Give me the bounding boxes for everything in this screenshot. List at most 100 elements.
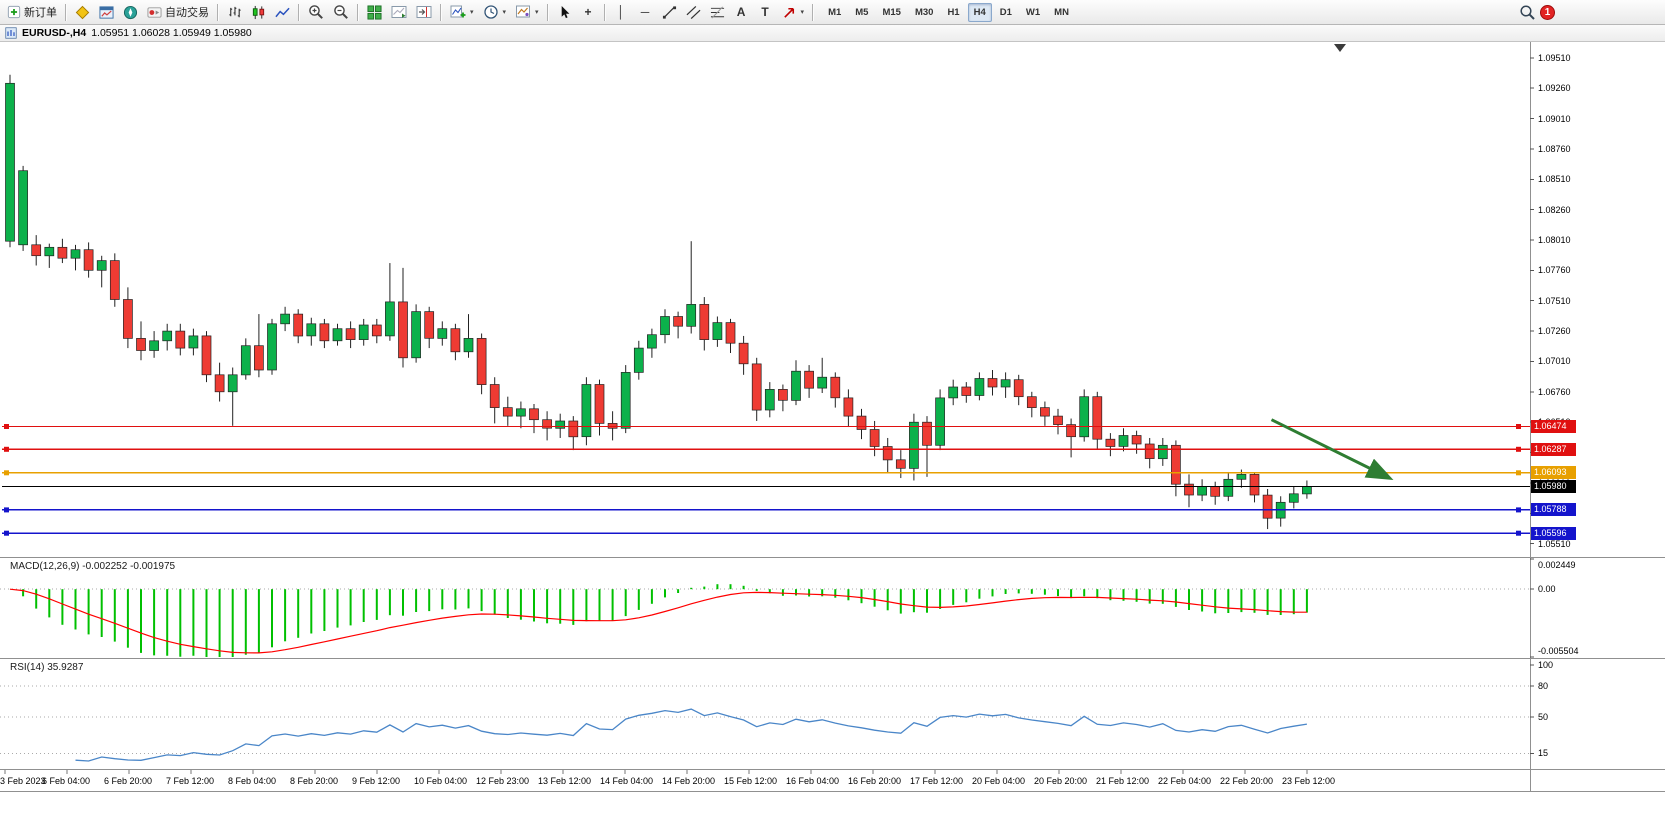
auto-scroll-icon: [391, 6, 407, 18]
timeframe-button-m5[interactable]: M5: [855, 6, 869, 18]
crosshair-icon: +: [584, 5, 592, 19]
price-axis-label: 1.08760: [1538, 143, 1571, 154]
zoom-in-button[interactable]: [304, 2, 328, 23]
line-handle[interactable]: [4, 446, 9, 452]
timeframe-button-m1[interactable]: M1: [828, 6, 842, 18]
chart-shift-marker[interactable]: [1334, 44, 1346, 52]
toolbar-separator: [440, 3, 442, 21]
time-axis-label: 13 Feb 12:00: [538, 776, 592, 786]
price-tag: 1.05980: [1531, 480, 1576, 494]
auto-trading-button[interactable]: 自动交易: [143, 2, 213, 23]
line-handle[interactable]: [1516, 470, 1521, 476]
timeframe-button-mn[interactable]: MN: [1054, 6, 1069, 18]
timeframe-button-d1[interactable]: D1: [999, 6, 1012, 18]
time-axis-label: 10 Feb 04:00: [414, 776, 468, 786]
timeframe-button-m15[interactable]: M15: [882, 6, 901, 18]
chart-shift-icon: [416, 6, 432, 18]
clock-icon: [483, 5, 498, 19]
trendline-button[interactable]: [658, 2, 681, 23]
line-handle[interactable]: [1516, 530, 1521, 536]
time-axis-label: 12 Feb 23:00: [476, 776, 530, 786]
price-axis-label: 1.07010: [1538, 356, 1571, 367]
time-axis-label: 3 Feb 2023: [0, 776, 46, 786]
bar-chart-icon: [229, 6, 241, 17]
line-handle[interactable]: [4, 507, 9, 513]
price-axis[interactable]: 1.09510 1.09260 1.09010 1.08760 1.08510 1.082…: [1530, 41, 1665, 792]
main-toolbar: 新订单 自动交易 ▾ ▾ ▾ + │ ─ A T ▾: [0, 0, 1665, 25]
arrow-object[interactable]: [1270, 418, 1394, 480]
toolbar-separator: [298, 3, 300, 21]
cursor-icon: [561, 5, 569, 18]
new-order-button[interactable]: 新订单: [3, 2, 61, 23]
time-axis-label: 20 Feb 20:00: [1034, 776, 1088, 786]
time-axis-label: 22 Feb 04:00: [1158, 776, 1212, 786]
line-handle[interactable]: [4, 530, 9, 536]
bar-chart-button[interactable]: [223, 2, 246, 23]
time-axis-label: 16 Feb 20:00: [848, 776, 902, 786]
price-axis-label: 1.09260: [1538, 83, 1571, 94]
search-button[interactable]: [1515, 2, 1539, 23]
zoom-out-icon: [334, 5, 348, 19]
market-watch-button[interactable]: [95, 2, 118, 23]
timeframe-button-h1[interactable]: H1: [947, 6, 960, 18]
tile-windows-icon: [367, 4, 382, 20]
horizontal-line-icon: ─: [640, 5, 650, 19]
notification-count: 1: [1544, 6, 1551, 18]
notification-badge[interactable]: 1: [1540, 4, 1555, 20]
templates-button[interactable]: ▾: [511, 2, 543, 23]
toolbar-separator: [357, 3, 359, 21]
arrows-button[interactable]: ▾: [778, 2, 809, 23]
chevron-down-icon: ▾: [535, 8, 539, 16]
line-handle[interactable]: [4, 424, 9, 429]
line-handle[interactable]: [1516, 507, 1521, 513]
new-order-label: 新订单: [24, 7, 57, 19]
time-axis-label: 16 Feb 04:00: [786, 776, 840, 786]
price-axis-label: 1.07760: [1538, 265, 1571, 276]
vertical-line-button[interactable]: │: [610, 2, 633, 23]
price-axis-label: 1.08010: [1538, 235, 1571, 245]
text-label-button[interactable]: T: [754, 2, 777, 23]
timeframe-button-h4[interactable]: H4: [967, 2, 992, 22]
toolbar-separator: [812, 3, 815, 21]
equidistant-channel-button[interactable]: [682, 2, 705, 23]
time-axis-label: 8 Feb 20:00: [290, 776, 339, 786]
crosshair-button[interactable]: +: [577, 2, 600, 23]
time-axis-label: 7 Feb 12:00: [166, 776, 215, 786]
price-tag: 1.05596: [1531, 526, 1576, 540]
time-axis-label: 9 Feb 12:00: [352, 776, 401, 786]
text-button[interactable]: A: [730, 2, 753, 23]
candlestick-chart-button[interactable]: [247, 2, 270, 23]
time-axis-label: 23 Feb 12:00: [1282, 776, 1336, 786]
chart-title: EURUSD-,H4: [22, 27, 87, 39]
zoom-out-button[interactable]: [329, 2, 353, 23]
tile-windows-button[interactable]: [363, 2, 386, 23]
navigator-icon: [123, 5, 138, 19]
time-axis-label: 20 Feb 04:00: [972, 776, 1026, 786]
time-axis-label: 15 Feb 12:00: [724, 776, 778, 786]
line-handle[interactable]: [1516, 446, 1521, 452]
price-axis-label: 1.08260: [1538, 204, 1571, 215]
line-chart-button[interactable]: [271, 2, 294, 23]
chart-shift-button[interactable]: [412, 2, 436, 23]
price-tag: 1.06474: [1531, 420, 1576, 433]
horizontal-line-button[interactable]: ─: [634, 2, 657, 23]
price-axis-label: 1.08510: [1538, 174, 1571, 185]
timeframe-button-w1[interactable]: W1: [1025, 6, 1041, 18]
line-handle[interactable]: [1516, 424, 1521, 429]
fibonacci-button[interactable]: [706, 2, 729, 23]
periods-button[interactable]: ▾: [479, 2, 511, 23]
cursor-button[interactable]: [553, 2, 576, 23]
time-axis-label: 14 Feb 04:00: [600, 776, 654, 786]
chart-ohlc-values: 1.05951 1.06028 1.05949 1.05980: [91, 27, 252, 39]
macd-axis-label: 0.002449: [1538, 560, 1576, 570]
vertical-line-icon: │: [617, 5, 625, 19]
indicators-button[interactable]: ▾: [446, 2, 478, 23]
metaeditor-button[interactable]: [71, 2, 94, 23]
navigator-button[interactable]: [119, 2, 142, 23]
line-handle[interactable]: [4, 470, 9, 476]
text-label-icon: T: [761, 5, 769, 19]
auto-scroll-button[interactable]: [387, 2, 411, 23]
timeframe-button-m30[interactable]: M30: [914, 6, 934, 18]
time-axis[interactable]: 3 Feb 2023 6 Feb 04:00 6 Feb 20:00 7 Feb 12…: [0, 770, 1530, 791]
